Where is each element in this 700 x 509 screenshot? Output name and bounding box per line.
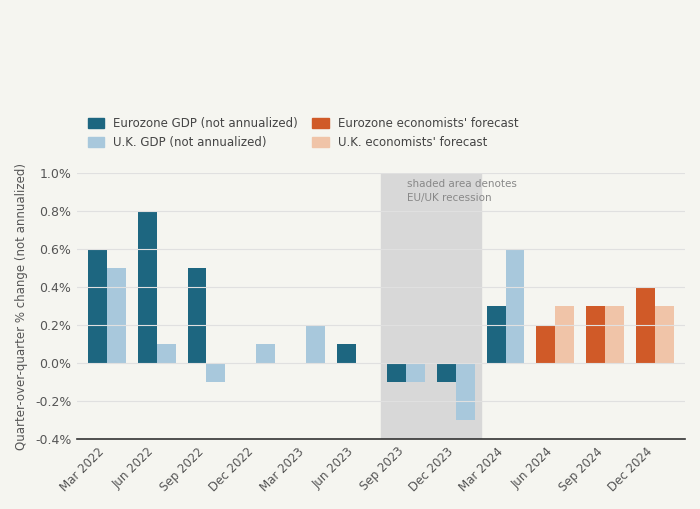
Y-axis label: Quarter-over-quarter % change (not annualized): Quarter-over-quarter % change (not annua…: [15, 163, 28, 450]
Bar: [188, 268, 206, 363]
Bar: [306, 325, 325, 363]
Bar: [456, 363, 475, 420]
Bar: [536, 325, 555, 363]
Bar: [138, 211, 157, 363]
Bar: [157, 345, 176, 363]
Bar: [587, 306, 606, 363]
Bar: [486, 306, 505, 363]
Bar: [337, 345, 356, 363]
Bar: [256, 345, 275, 363]
Bar: [555, 306, 574, 363]
Text: shaded area denotes
EU/UK recession: shaded area denotes EU/UK recession: [407, 179, 517, 203]
Bar: [381, 173, 481, 439]
Bar: [107, 268, 126, 363]
Bar: [636, 287, 655, 363]
Bar: [406, 363, 425, 382]
Bar: [505, 249, 524, 363]
Bar: [655, 306, 674, 363]
Bar: [387, 363, 406, 382]
Bar: [606, 306, 624, 363]
Legend: Eurozone GDP (not annualized), U.K. GDP (not annualized), Eurozone economists' f: Eurozone GDP (not annualized), U.K. GDP …: [83, 112, 524, 154]
Bar: [88, 249, 107, 363]
Bar: [437, 363, 456, 382]
Bar: [206, 363, 225, 382]
